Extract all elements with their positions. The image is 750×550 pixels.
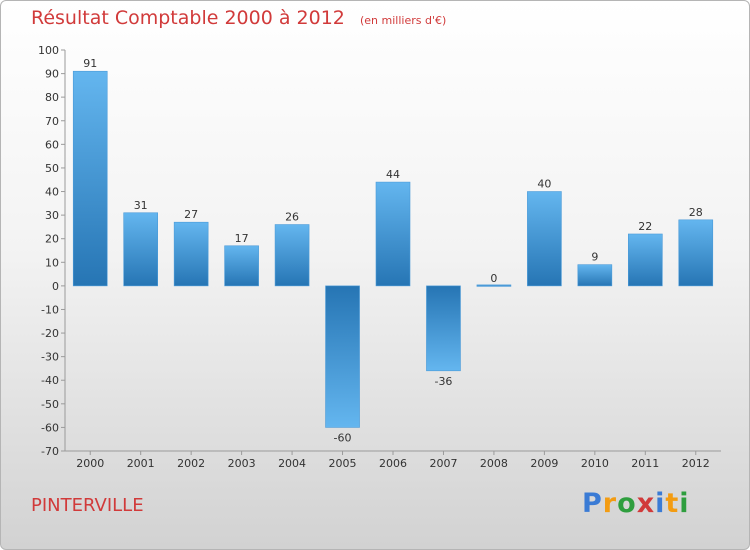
bar-2010: [577, 264, 613, 287]
x-tick-label: 2003: [228, 457, 256, 470]
bar-value-label: 28: [689, 206, 703, 219]
proxiti-logo[interactable]: Proxiti: [582, 488, 690, 519]
logo-letter: P: [582, 488, 603, 519]
bar-2001: [123, 212, 158, 287]
bar-value-label: 31: [134, 199, 148, 212]
y-tick-label: 30: [45, 209, 59, 222]
bar-2007: [426, 285, 461, 372]
chart-data-labels: 91 31 27 17 26 -60 44 -36 0 40 9 22 28: [83, 57, 703, 444]
y-tick-label: 20: [45, 233, 59, 246]
bar-value-label: 44: [386, 168, 400, 181]
y-tick-label: -30: [41, 351, 59, 364]
y-tick-label: -10: [41, 303, 59, 316]
logo-letter: t: [665, 488, 680, 519]
bar-2005: [325, 285, 360, 428]
y-tick-label: -70: [41, 445, 59, 458]
y-tick-label: -60: [41, 421, 59, 434]
bar-2012: [678, 219, 714, 287]
x-tick-label: 2000: [76, 457, 104, 470]
bar-2003: [224, 245, 259, 287]
bar-value-label: -36: [434, 375, 452, 388]
y-tick-label: 100: [38, 44, 59, 57]
bar-value-label: 91: [83, 57, 97, 70]
x-tick-label: 2011: [631, 457, 659, 470]
bar-2006: [375, 181, 411, 287]
y-tick-label: -40: [41, 374, 59, 387]
x-tick-label: 2008: [480, 457, 508, 470]
bar-value-label: 27: [184, 208, 198, 221]
chart-title-main: Résultat Comptable 2000 à 2012: [31, 7, 345, 29]
x-tick-label: 2006: [379, 457, 407, 470]
logo-letter: i: [679, 488, 690, 519]
x-tick-label: 2009: [530, 457, 558, 470]
y-tick-label: 90: [45, 68, 59, 81]
y-tick-label: 50: [45, 162, 59, 175]
logo-letter: o: [617, 488, 637, 519]
bar-value-label: 17: [235, 232, 249, 245]
y-tick-label: 10: [45, 256, 59, 269]
y-tick-label: 0: [52, 280, 59, 293]
chart-title-unit: (en milliers d'€): [359, 14, 447, 27]
chart-axes: 1009080706050403020100-10-20-30-40-50-60…: [38, 44, 721, 470]
bar-value-label: 40: [537, 178, 551, 191]
x-tick-label: 2002: [177, 457, 205, 470]
chart-title: Résultat Comptable 2000 à 2012 (en milli…: [31, 7, 446, 29]
bar-2004: [274, 224, 310, 287]
y-tick-label: 80: [45, 91, 59, 104]
bar-2009: [527, 191, 562, 287]
bar-value-label: 26: [285, 211, 299, 224]
y-tick-label: 60: [45, 138, 59, 151]
chart-bars: [72, 70, 714, 428]
bar-2011: [628, 233, 663, 287]
bar-value-label: 9: [591, 251, 598, 264]
bar-value-label: -60: [334, 431, 352, 444]
logo-letter: x: [636, 488, 656, 519]
x-tick-label: 2012: [682, 457, 710, 470]
logo-letter: i: [655, 488, 666, 519]
y-tick-label: -50: [41, 398, 59, 411]
bar-value-label: 22: [638, 220, 652, 233]
bar-2000: [72, 70, 108, 287]
y-tick-label: 40: [45, 186, 59, 199]
x-tick-label: 2004: [278, 457, 306, 470]
bar-2002: [173, 221, 209, 287]
x-tick-label: 2007: [429, 457, 457, 470]
x-tick-label: 2010: [581, 457, 609, 470]
bar-value-label: 0: [490, 272, 497, 285]
y-tick-label: 70: [45, 115, 59, 128]
bar-2008: [476, 284, 512, 287]
y-tick-label: -20: [41, 327, 59, 340]
x-tick-label: 2001: [127, 457, 155, 470]
logo-letter: r: [602, 488, 618, 519]
commune-name: PINTERVILLE: [31, 495, 144, 516]
x-tick-label: 2005: [329, 457, 357, 470]
